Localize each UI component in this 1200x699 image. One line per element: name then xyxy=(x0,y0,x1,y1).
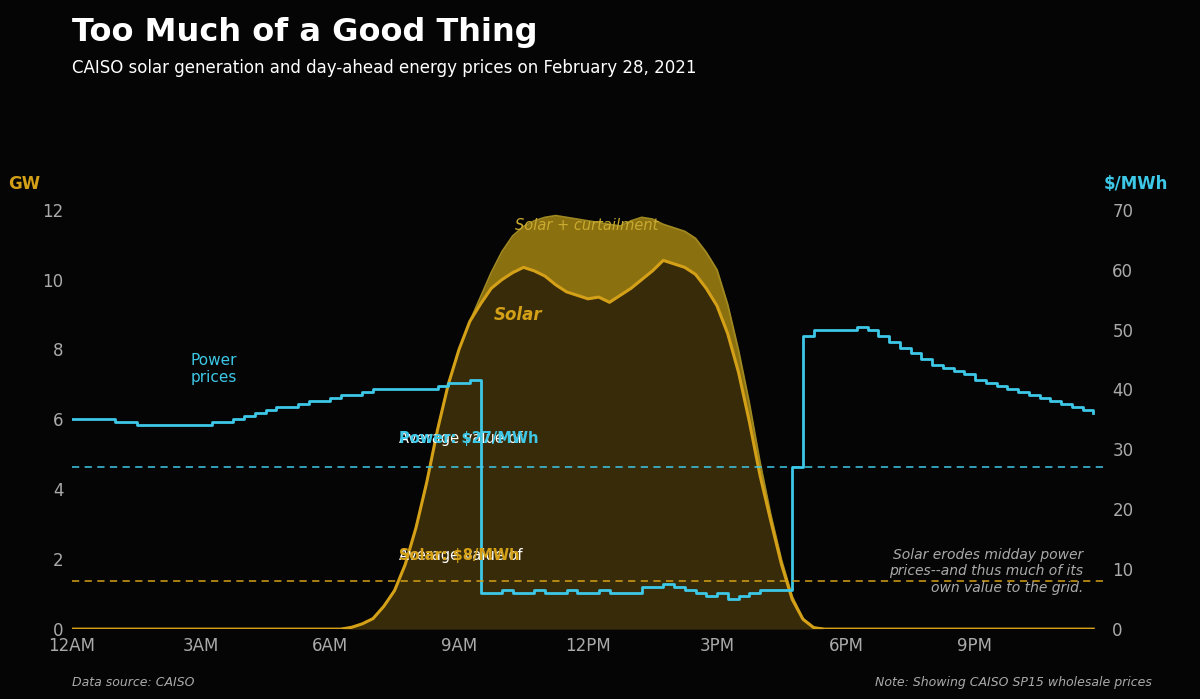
Text: Note: Showing CAISO SP15 wholesale prices: Note: Showing CAISO SP15 wholesale price… xyxy=(875,675,1152,689)
Text: Solar: $8/MWh: Solar: $8/MWh xyxy=(398,531,520,563)
Text: Average value of: Average value of xyxy=(398,548,522,563)
Text: Power
prices: Power prices xyxy=(191,353,238,385)
Text: GW: GW xyxy=(8,175,40,193)
Text: $/MWh: $/MWh xyxy=(1104,175,1168,193)
Text: Solar erodes midday power
prices--and thus much of its
own value to the grid.: Solar erodes midday power prices--and th… xyxy=(889,548,1084,595)
Text: CAISO solar generation and day-ahead energy prices on February 28, 2021: CAISO solar generation and day-ahead ene… xyxy=(72,59,696,78)
Text: Average value of: Average value of xyxy=(398,431,522,447)
Text: Too Much of a Good Thing: Too Much of a Good Thing xyxy=(72,17,538,48)
Text: Solar + curtailment: Solar + curtailment xyxy=(515,218,659,233)
Text: Power: $27/MWh: Power: $27/MWh xyxy=(398,414,539,447)
Text: Data source: CAISO: Data source: CAISO xyxy=(72,675,194,689)
Text: Solar: Solar xyxy=(493,305,542,324)
